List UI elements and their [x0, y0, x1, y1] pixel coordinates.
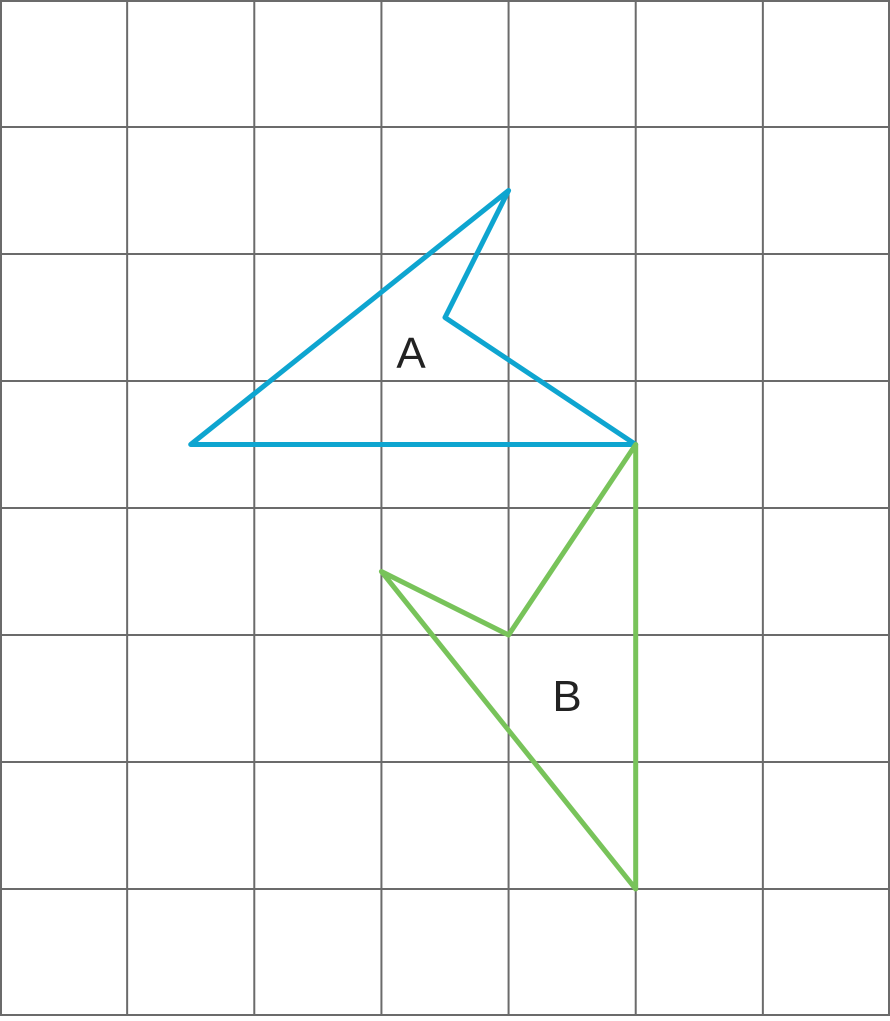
shapes-layer: A B: [188, 188, 639, 892]
shape-b-label: B: [552, 672, 581, 721]
shape-a-label: A: [396, 329, 426, 378]
shape-a-polygon: [188, 188, 639, 447]
shape-b-polygon: [378, 442, 639, 892]
